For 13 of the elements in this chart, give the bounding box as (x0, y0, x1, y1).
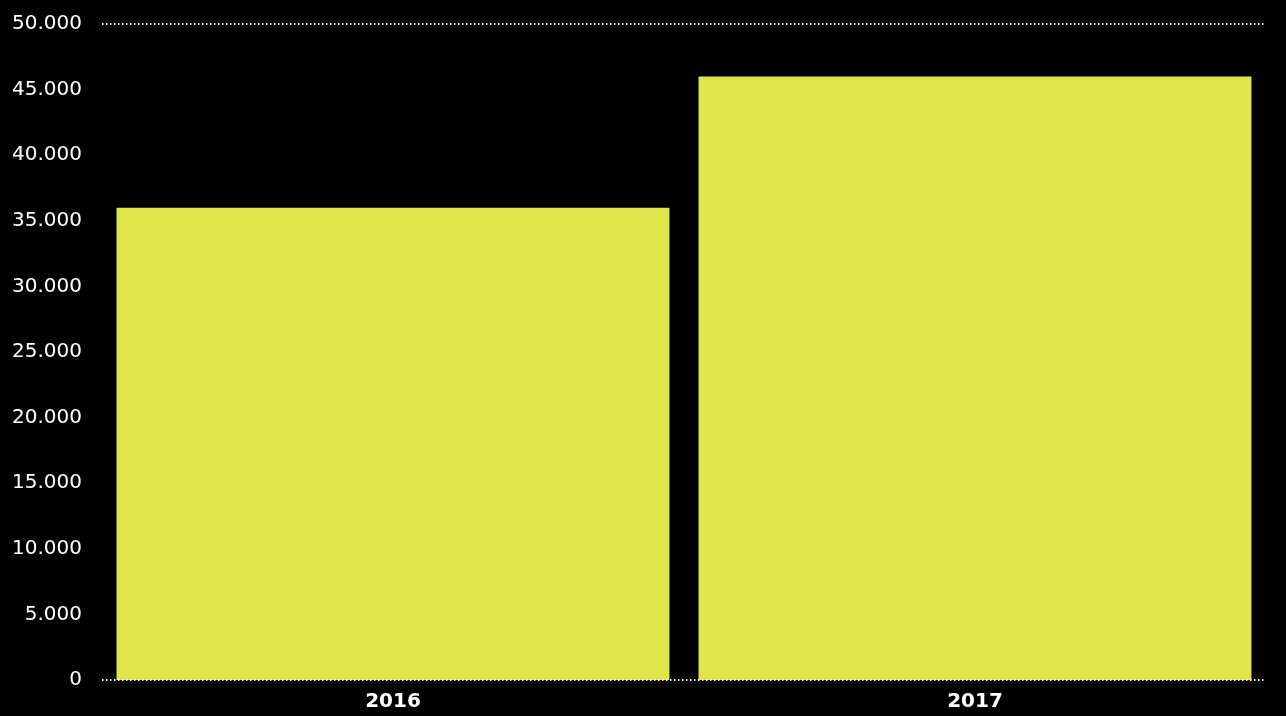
x-tick-label: 2017 (947, 688, 1003, 713)
y-tick-label: 10.000 (12, 535, 82, 559)
x-tick-label: 2016 (365, 688, 421, 713)
y-tick-label: 15.000 (12, 469, 82, 494)
y-tick-label: 5.000 (24, 600, 82, 625)
y-tick-label: 35.000 (12, 207, 82, 231)
y-tick-label: 30.000 (12, 272, 82, 297)
y-tick-label: 50.000 (12, 10, 82, 35)
y-tick-label: 40.000 (12, 141, 82, 166)
y-tick-label: 45.000 (12, 75, 82, 100)
y-tick-label: 20.000 (12, 403, 82, 428)
y-tick-label: 0 (69, 666, 82, 691)
y-tick-label: 25.000 (12, 338, 82, 363)
